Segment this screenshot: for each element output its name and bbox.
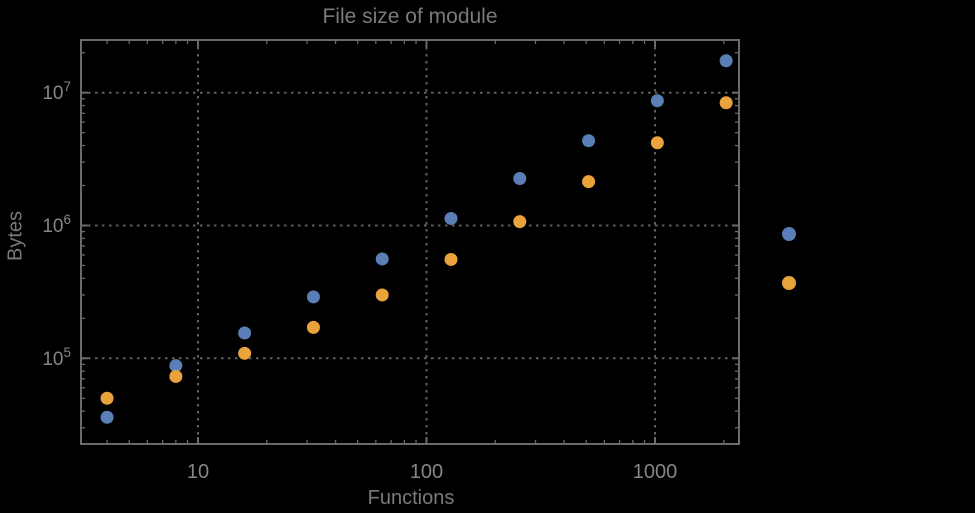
data-point-blue xyxy=(582,134,596,148)
data-point-orange xyxy=(238,346,252,360)
data-point-blue xyxy=(444,211,458,225)
data-point-blue xyxy=(650,94,664,108)
x-tick-label: 10 xyxy=(187,461,209,483)
data-point-orange xyxy=(100,391,114,405)
data-point-blue xyxy=(719,54,733,68)
data-point-blue xyxy=(100,410,114,424)
y-tick-label: 105 xyxy=(42,345,71,370)
chart-title: File size of module xyxy=(322,5,498,28)
data-point-blue xyxy=(238,326,252,340)
data-point-blue xyxy=(169,359,183,373)
y-tick-label: 106 xyxy=(42,212,71,237)
data-point-orange xyxy=(650,136,664,150)
x-tick-label: 1000 xyxy=(633,461,678,483)
data-point-blue xyxy=(513,171,527,185)
data-point-orange xyxy=(169,369,183,383)
data-point-orange xyxy=(306,320,320,334)
legend-marker-blue xyxy=(782,227,796,241)
y-axis-label: Bytes xyxy=(4,210,27,262)
data-point-orange xyxy=(444,252,458,266)
data-point-orange xyxy=(719,96,733,110)
plot-frame xyxy=(80,39,740,445)
x-tick-label: 100 xyxy=(410,461,443,483)
data-point-orange xyxy=(375,288,389,302)
data-point-orange xyxy=(582,175,596,189)
data-point-blue xyxy=(375,252,389,266)
x-axis-label: Functions xyxy=(367,487,455,509)
legend-marker-orange xyxy=(782,276,796,290)
y-tick-label: 107 xyxy=(42,79,71,104)
data-point-blue xyxy=(306,290,320,304)
data-point-orange xyxy=(513,215,527,229)
